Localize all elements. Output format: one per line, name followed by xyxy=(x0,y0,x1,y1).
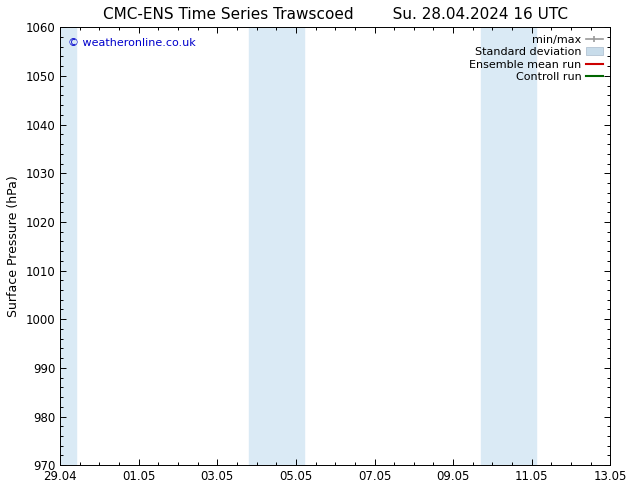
Bar xyxy=(60,27,76,465)
Text: © weatheronline.co.uk: © weatheronline.co.uk xyxy=(68,38,196,48)
Title: CMC-ENS Time Series Trawscoed        Su. 28.04.2024 16 UTC: CMC-ENS Time Series Trawscoed Su. 28.04.… xyxy=(103,7,567,22)
Bar xyxy=(481,27,536,465)
Legend: min/max, Standard deviation, Ensemble mean run, Controll run: min/max, Standard deviation, Ensemble me… xyxy=(467,33,605,84)
Bar xyxy=(249,27,304,465)
Y-axis label: Surface Pressure (hPa): Surface Pressure (hPa) xyxy=(7,175,20,317)
